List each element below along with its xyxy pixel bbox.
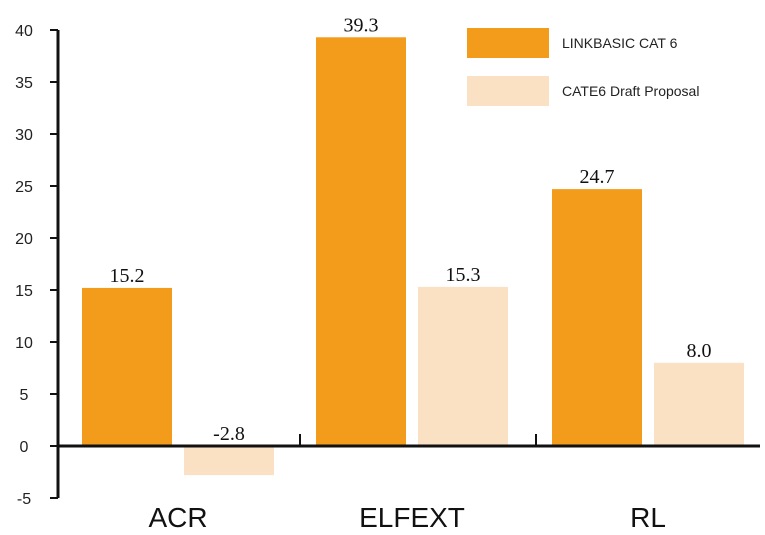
data-label: 15.3 [446, 264, 481, 286]
data-label: 15.2 [110, 265, 145, 287]
x-tick-label: ACR [148, 502, 207, 533]
bar-acr-series-2 [184, 446, 274, 476]
legend-label: LINKBASIC CAT 6 [562, 35, 678, 51]
legend: LINKBASIC CAT 6 CATE6 Draft Proposal [467, 28, 699, 106]
y-tick-label: 20 [15, 231, 33, 248]
y-tick-label: 15 [15, 283, 33, 300]
y-axis: 40 35 30 25 20 15 10 5 0 -5 [15, 23, 60, 508]
y-tick-label: 5 [20, 387, 29, 404]
bar-rl-series-2 [654, 362, 744, 446]
y-tick-label: 40 [15, 23, 33, 40]
x-tick-label: RL [630, 502, 666, 533]
data-label: -2.8 [213, 423, 245, 445]
y-tick-label: 30 [15, 127, 33, 144]
bar-elfext-series-1 [316, 37, 406, 446]
y-tick-label: -5 [17, 491, 31, 508]
x-axis: ACR ELFEXT RL [58, 434, 760, 533]
y-tick-label: 10 [15, 335, 33, 352]
y-tick-label: 0 [20, 439, 29, 456]
bar-rl-series-1 [552, 189, 642, 446]
legend-swatch [467, 76, 549, 106]
y-tick-label: 35 [15, 75, 33, 92]
legend-swatch [467, 28, 549, 58]
x-tick-label: ELFEXT [359, 502, 465, 533]
legend-label: CATE6 Draft Proposal [562, 83, 699, 99]
bars: 15.2 39.3 24.7 -2.8 15.3 8.0 [82, 14, 744, 476]
data-label: 39.3 [344, 14, 379, 36]
bar-acr-series-1 [82, 287, 172, 446]
data-label: 24.7 [580, 166, 615, 188]
y-tick-label: 25 [15, 179, 33, 196]
bar-elfext-series-2 [418, 286, 508, 446]
data-label: 8.0 [687, 340, 712, 362]
